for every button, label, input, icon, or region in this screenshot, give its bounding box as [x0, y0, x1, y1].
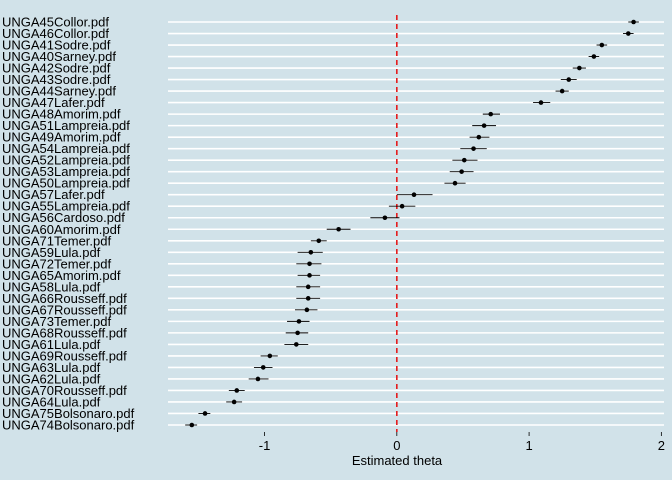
- y-tick-label: UNGA65Amorim.pdf: [2, 268, 121, 283]
- y-tick-label: UNGA71Temer.pdf: [2, 233, 111, 248]
- data-point: [461, 157, 467, 163]
- y-tick-label: UNGA60Amorim.pdf: [2, 222, 121, 237]
- data-point: [189, 422, 195, 428]
- data-point: [476, 134, 482, 140]
- data-marks: [185, 19, 639, 428]
- data-point: [631, 19, 636, 25]
- data-point: [267, 353, 273, 359]
- data-point: [566, 77, 572, 82]
- y-tick-label: UNGA64Lula.pdf: [2, 394, 101, 409]
- y-tick-label: UNGA57Lafer.pdf: [2, 187, 105, 202]
- y-tick-label: UNGA68Rousseff.pdf: [2, 325, 127, 340]
- y-tick-label: UNGA58Lula.pdf: [2, 279, 101, 294]
- gridlines: [168, 21, 664, 426]
- y-tick-label: UNGA75Bolsonaro.pdf: [2, 406, 135, 421]
- data-point: [471, 146, 476, 151]
- x-tick-label: 2: [658, 438, 665, 453]
- y-tick-label: UNGA74Bolsonaro.pdf: [2, 418, 135, 433]
- y-tick-label: UNGA40Sarney.pdf: [2, 49, 116, 64]
- data-point: [231, 399, 237, 405]
- data-point: [452, 180, 458, 186]
- data-point: [305, 296, 311, 301]
- y-tick-label: UNGA67Rousseff.pdf: [2, 302, 127, 317]
- y-tick-label: UNGA62Lula.pdf: [2, 371, 101, 386]
- data-point: [307, 261, 312, 267]
- data-point: [411, 192, 417, 198]
- y-tick-label: UNGA66Rousseff.pdf: [2, 291, 127, 306]
- data-point: [316, 238, 322, 244]
- data-point: [305, 284, 311, 290]
- x-tick-label: 1: [525, 438, 532, 453]
- y-tick-label: UNGA45Collor.pdf: [2, 15, 109, 30]
- data-point: [234, 388, 240, 393]
- y-tick-label: UNGA61Lula.pdf: [2, 337, 101, 352]
- data-point: [296, 319, 302, 324]
- y-tick-label: UNGA70Rousseff.pdf: [2, 383, 127, 398]
- data-point: [308, 249, 314, 255]
- y-tick-label: UNGA56Cardoso.pdf: [2, 210, 125, 225]
- data-point: [599, 42, 605, 48]
- y-tick-label: UNGA73Temer.pdf: [2, 314, 111, 329]
- y-tick-label: UNGA42Sodre.pdf: [2, 61, 111, 76]
- y-tick-label: UNGA55Lampreia.pdf: [2, 199, 130, 214]
- y-tick-label: UNGA51Lampreia.pdf: [2, 118, 130, 133]
- data-point: [260, 365, 266, 370]
- y-tick-label: UNGA47Lafer.pdf: [2, 95, 105, 110]
- y-tick-labels: UNGA45Collor.pdfUNGA46Collor.pdfUNGA41So…: [2, 15, 135, 433]
- y-tick-label: UNGA50Lampreia.pdf: [2, 176, 130, 191]
- y-tick-label: UNGA52Lampreia.pdf: [2, 153, 130, 168]
- y-tick-label: UNGA43Sodre.pdf: [2, 72, 111, 87]
- data-point: [591, 54, 597, 59]
- data-point: [481, 123, 487, 128]
- y-tick-label: UNGA69Rousseff.pdf: [2, 348, 127, 363]
- data-point: [307, 273, 312, 278]
- y-tick-label: UNGA59Lula.pdf: [2, 245, 101, 260]
- data-point: [559, 88, 565, 94]
- x-axis: -1 0 1 2: [259, 432, 665, 453]
- y-tick-label: UNGA54Lampreia.pdf: [2, 141, 130, 156]
- y-tick-label: UNGA53Lampreia.pdf: [2, 164, 130, 179]
- y-tick-label: UNGA72Temer.pdf: [2, 256, 111, 271]
- data-point: [336, 226, 341, 232]
- data-point: [255, 376, 261, 382]
- data-point: [577, 65, 582, 71]
- data-point: [459, 169, 464, 174]
- y-tick-label: UNGA49Amorim.pdf: [2, 130, 121, 145]
- data-point: [625, 31, 631, 36]
- x-axis-label: Estimated theta: [352, 453, 443, 468]
- y-tick-label: UNGA48Amorim.pdf: [2, 107, 121, 122]
- x-tick-label: 0: [393, 438, 400, 453]
- data-point: [202, 411, 208, 416]
- y-tick-label: UNGA44Sarney.pdf: [2, 84, 116, 99]
- y-tick-label: UNGA41Sodre.pdf: [2, 38, 111, 53]
- data-point: [293, 342, 299, 347]
- data-point: [488, 111, 494, 117]
- y-tick-label: UNGA63Lula.pdf: [2, 360, 101, 375]
- data-point: [304, 307, 310, 313]
- x-tick-label: -1: [259, 438, 271, 453]
- y-tick-label: UNGA46Collor.pdf: [2, 26, 109, 41]
- data-point: [538, 100, 544, 105]
- data-point: [382, 215, 388, 221]
- data-point: [295, 330, 300, 336]
- data-point: [399, 203, 405, 209]
